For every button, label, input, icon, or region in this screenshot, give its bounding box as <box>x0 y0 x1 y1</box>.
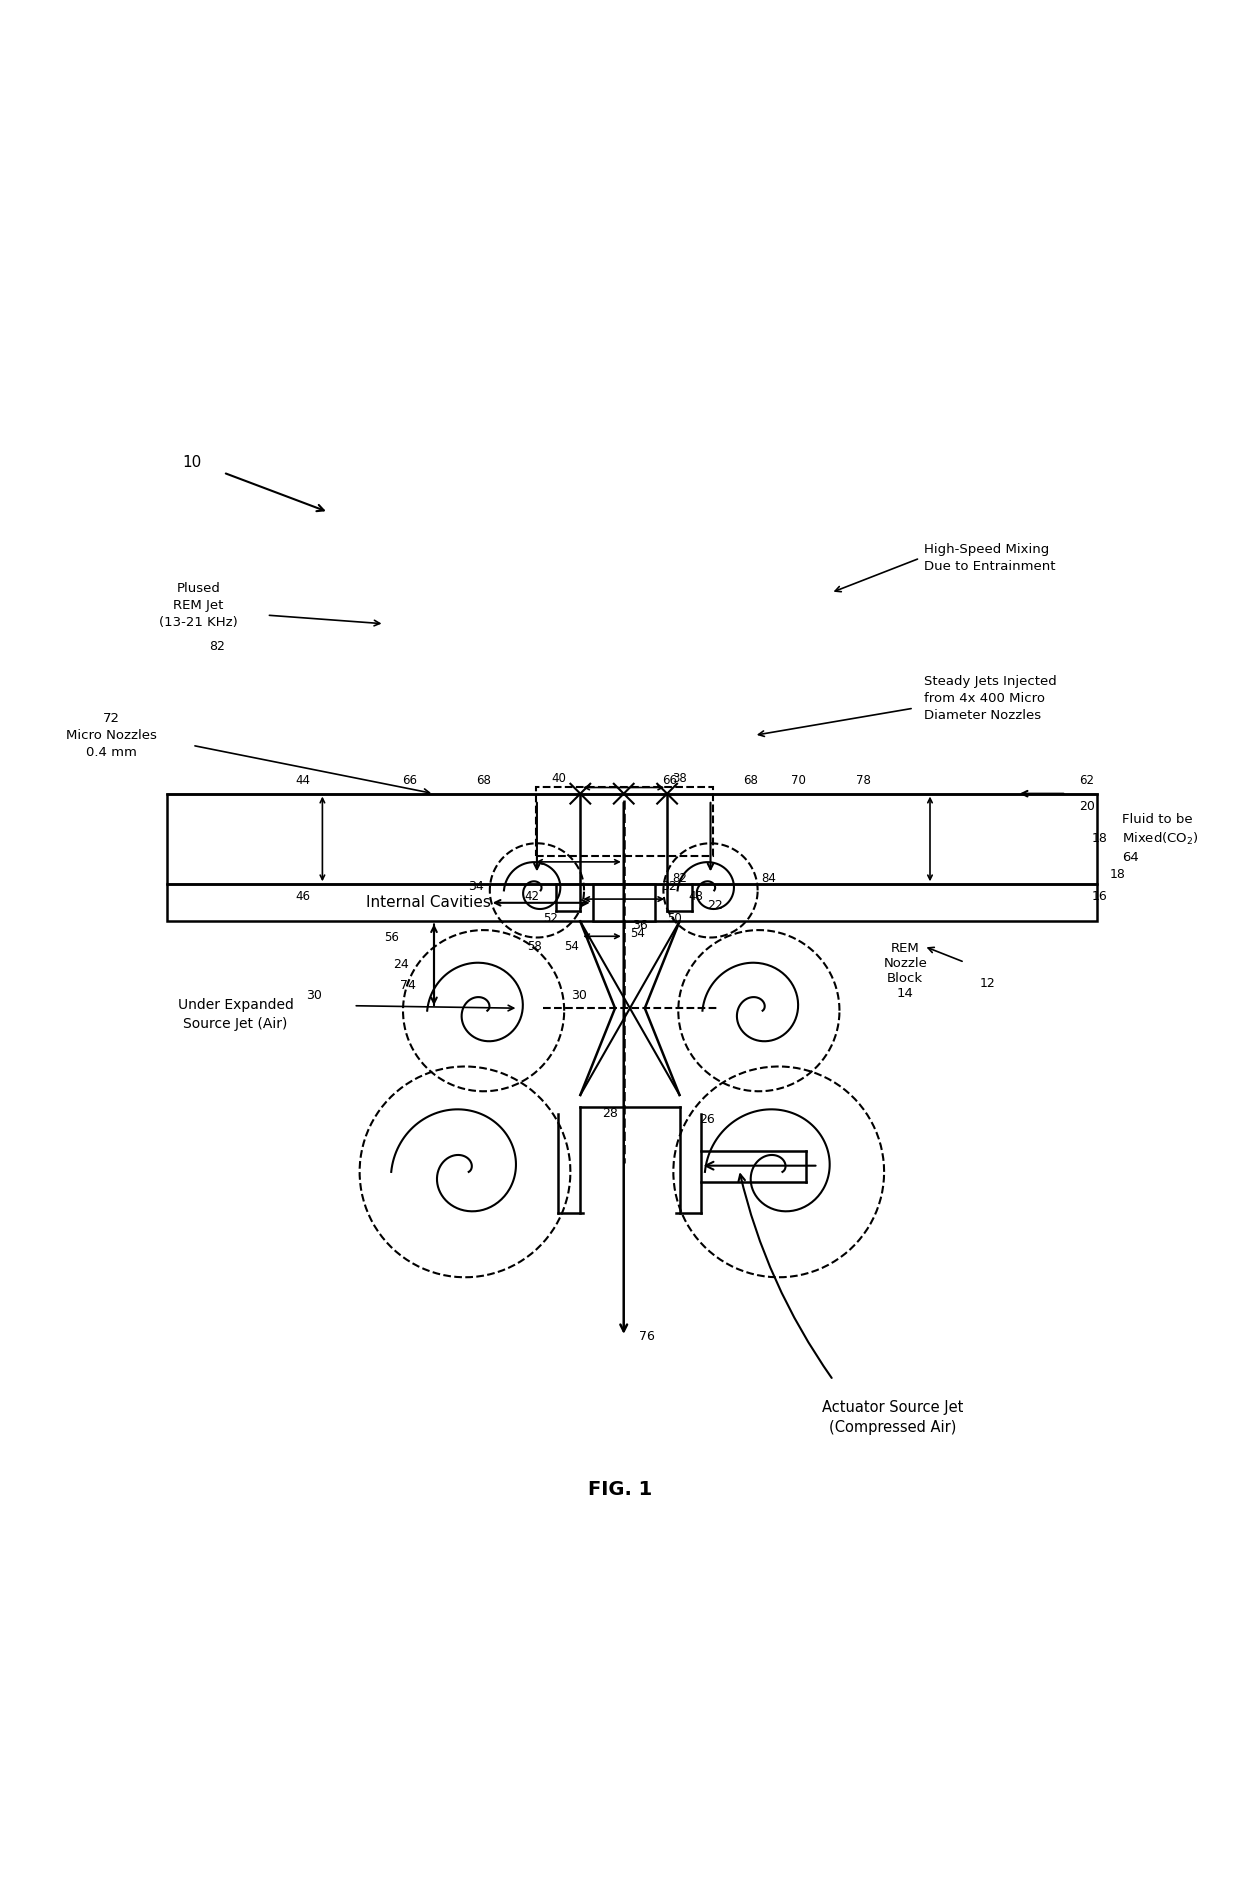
Text: FIG. 1: FIG. 1 <box>588 1480 652 1498</box>
Text: 70: 70 <box>791 775 806 788</box>
Text: 74: 74 <box>399 979 415 993</box>
Text: Internal Cavities: Internal Cavities <box>366 895 491 910</box>
Text: 18: 18 <box>1091 833 1107 846</box>
Text: Plused
REM Jet
(13-21 KHz): Plused REM Jet (13-21 KHz) <box>159 581 238 628</box>
Text: 52: 52 <box>543 912 558 925</box>
Text: 84: 84 <box>761 872 776 884</box>
Text: 54: 54 <box>564 940 579 953</box>
Text: 34: 34 <box>467 880 484 893</box>
Text: 82: 82 <box>210 639 224 652</box>
Text: Actuator Source Jet
(Compressed Air): Actuator Source Jet (Compressed Air) <box>822 1401 963 1434</box>
Text: 28: 28 <box>601 1107 618 1120</box>
Text: Steady Jets Injected
from 4x 400 Micro
Diameter Nozzles: Steady Jets Injected from 4x 400 Micro D… <box>924 675 1056 722</box>
Text: REM
Nozzle
Block
14: REM Nozzle Block 14 <box>883 942 928 1000</box>
Text: 68: 68 <box>743 775 758 788</box>
Text: 58: 58 <box>527 940 542 953</box>
Text: 18: 18 <box>1110 869 1126 880</box>
Text: 38: 38 <box>672 773 687 786</box>
Text: 78: 78 <box>856 775 870 788</box>
Text: 30: 30 <box>306 989 322 1002</box>
Text: 66: 66 <box>402 775 417 788</box>
Text: 42: 42 <box>525 889 539 902</box>
Text: 82: 82 <box>672 872 687 884</box>
Text: High-Speed Mixing
Due to Entrainment: High-Speed Mixing Due to Entrainment <box>924 543 1055 573</box>
Text: 40: 40 <box>552 773 567 786</box>
Text: 12: 12 <box>980 978 996 991</box>
Text: 22: 22 <box>707 899 723 912</box>
Bar <box>167 884 1097 921</box>
Text: 76: 76 <box>639 1331 655 1344</box>
Text: Under Expanded
Source Jet (Air): Under Expanded Source Jet (Air) <box>177 998 294 1030</box>
Text: 48: 48 <box>688 889 703 902</box>
Text: 20: 20 <box>1079 799 1095 812</box>
Text: 30: 30 <box>570 989 587 1002</box>
Bar <box>167 793 1097 884</box>
Text: 50: 50 <box>667 912 682 925</box>
Text: 66: 66 <box>662 775 677 788</box>
Text: 26: 26 <box>699 1113 715 1126</box>
Text: 32: 32 <box>661 880 677 893</box>
Text: 56: 56 <box>384 931 399 944</box>
Text: 72
Micro Nozzles
0.4 mm: 72 Micro Nozzles 0.4 mm <box>66 713 157 760</box>
Bar <box>536 788 713 855</box>
Text: 44: 44 <box>295 775 310 788</box>
Text: 24: 24 <box>393 959 409 972</box>
Text: 68: 68 <box>476 775 491 788</box>
Text: 46: 46 <box>295 891 310 904</box>
Text: 10: 10 <box>182 455 202 470</box>
Text: 16: 16 <box>1091 889 1107 902</box>
Bar <box>593 884 655 921</box>
Text: Fluid to be
Mixed(CO$_2$)
64: Fluid to be Mixed(CO$_2$) 64 <box>1122 812 1199 863</box>
Text: 36: 36 <box>632 919 649 932</box>
Text: 62: 62 <box>1079 775 1094 788</box>
Text: 54: 54 <box>630 927 645 940</box>
